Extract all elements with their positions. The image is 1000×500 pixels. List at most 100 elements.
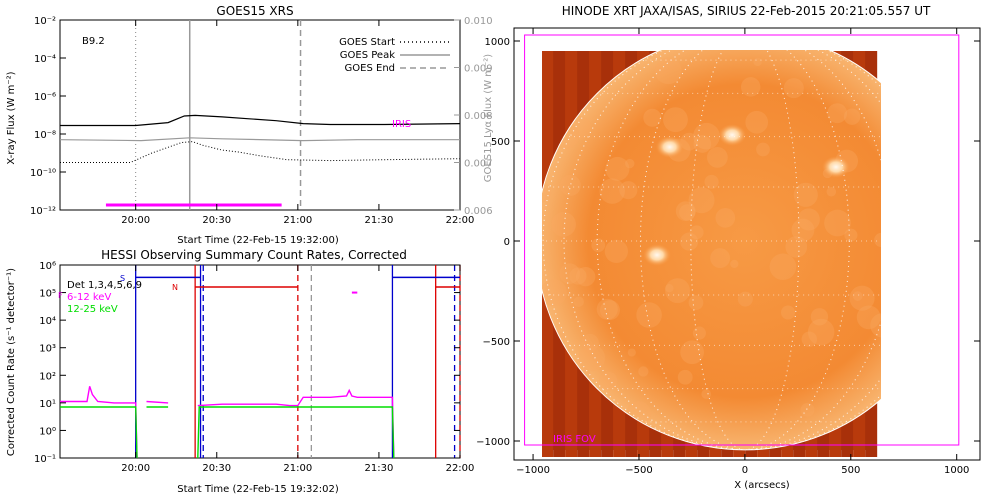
xrt-offdisk-tile (529, 247, 541, 261)
xrt-offdisk-tile (529, 51, 541, 65)
xrt-offdisk-tile (625, 51, 638, 65)
goes-y2-tick-label: 0.008 (464, 111, 493, 122)
xrt-offdisk-tile (529, 177, 541, 191)
hessi-x-axis-label: Start Time (22-Feb-15 19:32:02) (177, 484, 339, 495)
xrt-x-axis-label: X (arcsecs) (734, 480, 790, 491)
xrt-offdisk-tile (529, 359, 541, 373)
xrt-disk-mottle (924, 341, 947, 364)
xrt-offdisk-tile (542, 387, 554, 401)
xrt-offdisk-tile (529, 331, 541, 345)
xrt-offdisk-tile (553, 429, 566, 443)
xrt-offdisk-tile (625, 429, 638, 443)
hessi-legend-label: 6-12 keV (67, 292, 111, 303)
xrt-offdisk-tile (517, 387, 529, 401)
xrt-offdisk-tile (625, 443, 638, 457)
hessi-y-tick-label: 10⁻¹ (34, 454, 56, 465)
xrt-disk-mottle (654, 57, 682, 85)
xrt-offdisk-tile (517, 65, 529, 79)
xrt-disk-mottle (707, 147, 728, 168)
xrt-iris-fov-box (524, 34, 960, 446)
goes-x-tick-label: 21:30 (365, 215, 394, 226)
xrt-active-region (821, 156, 850, 178)
xrt-disk-mottle (913, 106, 925, 118)
xrt-offdisk-tile (542, 79, 554, 93)
xrt-offdisk-tile (517, 303, 529, 317)
xrt-x-tick-label: 0 (742, 465, 748, 476)
xrt-offdisk-tile (553, 443, 566, 457)
xrt-offdisk-tile (517, 51, 529, 65)
xrt-grid-longitude (690, 50, 800, 450)
xrt-disk-mottle (693, 122, 720, 150)
xrt-offdisk-tile (542, 121, 554, 135)
xrt-disk-mottle (893, 201, 907, 215)
hessi-y-tick-label: 10⁴ (39, 316, 56, 327)
xrt-offdisk-tile (793, 443, 806, 457)
xrt-offdisk-tile (542, 359, 554, 373)
xrt-offdisk-tile (517, 247, 529, 261)
xrt-disk-mottle (636, 302, 662, 328)
xrt-offdisk-tile (565, 65, 578, 79)
xrt-offdisk-tile (542, 135, 554, 149)
xrt-offdisk-tile (829, 443, 842, 457)
goes-legend: GOES Start GOES Peak GOES End (339, 37, 450, 74)
xrt-iris-fov-label: IRIS FOV (553, 434, 596, 445)
goes-y2-tick-label: 0.009 (464, 64, 493, 75)
xrt-offdisk-tile (613, 443, 626, 457)
xrt-offdisk-tile (542, 93, 554, 107)
xrt-offdisk-tile (517, 401, 529, 415)
xrt-disk-mottle (781, 305, 796, 320)
xrt-disk-mottle (856, 305, 881, 330)
xrt-offdisk-tile (613, 429, 626, 443)
xrt-disk-mottle (536, 34, 551, 49)
xrt-offdisk-tile (565, 51, 578, 65)
hessi-x-tick-label: 21:00 (283, 463, 312, 474)
xrt-offdisk-tile (529, 191, 541, 205)
xrt-disk-mottle (905, 372, 930, 397)
xrt-offdisk-tile (649, 429, 662, 443)
hessi-series-line-1 (146, 400, 169, 404)
xrt-offdisk-tile (529, 415, 541, 429)
goes-y2-tick-label: 0.006 (464, 206, 493, 217)
xrt-offdisk-tile (637, 443, 650, 457)
xrt-disk-mottle (604, 239, 628, 263)
xrt-disk-mottle (638, 366, 649, 377)
xrt-offdisk-tile (517, 205, 529, 219)
xrt-offdisk-tile (565, 373, 578, 387)
xrt-offdisk-tile (517, 345, 529, 359)
xrt-offdisk-tile (517, 191, 529, 205)
hessi-flag-f: F (58, 291, 63, 300)
xrt-offdisk-tile (542, 443, 554, 457)
xrt-offdisk-tile (553, 107, 566, 121)
xrt-offdisk-tile (529, 345, 541, 359)
xrt-x-tick-label: 1000 (944, 465, 969, 476)
goes-legend-label: GOES Start (339, 37, 395, 48)
xrt-disk-mottle (793, 182, 818, 207)
xrt-disk-mottle (800, 402, 815, 417)
xrt-active-region (655, 136, 684, 158)
xrt-disk-mottle (715, 208, 736, 228)
hessi-y-tick-label: 10² (39, 371, 56, 382)
xrt-disk-mottle (625, 158, 635, 169)
xrt-disk-mottle (753, 57, 762, 67)
xrt-offdisk-tile (589, 443, 602, 457)
hessi-detectors-label: Det 1,3,4,5,6,9 (67, 280, 142, 291)
xrt-offdisk-tile (542, 65, 554, 79)
xrt-disk-mottle (551, 211, 576, 237)
xrt-offdisk-tile (517, 373, 529, 387)
hessi-legend-label: 12-25 keV (67, 304, 118, 315)
xrt-offdisk-tile (685, 443, 698, 457)
xrt-active-region (642, 244, 671, 266)
hessi-series-line-0 (60, 386, 138, 459)
xrt-offdisk-tile (601, 443, 614, 457)
goes-series-line-0 (60, 114, 461, 127)
xrt-offdisk-tile (865, 443, 878, 457)
xrt-offdisk-tile (613, 51, 626, 65)
xrt-offdisk-tile (517, 107, 529, 121)
xrt-disk-mottle (934, 48, 957, 71)
xrt-offdisk-tile (542, 51, 554, 65)
xrt-disk-mottle (688, 295, 704, 310)
xrt-offdisk-tile (529, 401, 541, 415)
xrt-dark-corner (517, 51, 539, 77)
xrt-y-tick-label: 1000 (485, 37, 510, 48)
xrt-disk-mottle (679, 204, 696, 221)
